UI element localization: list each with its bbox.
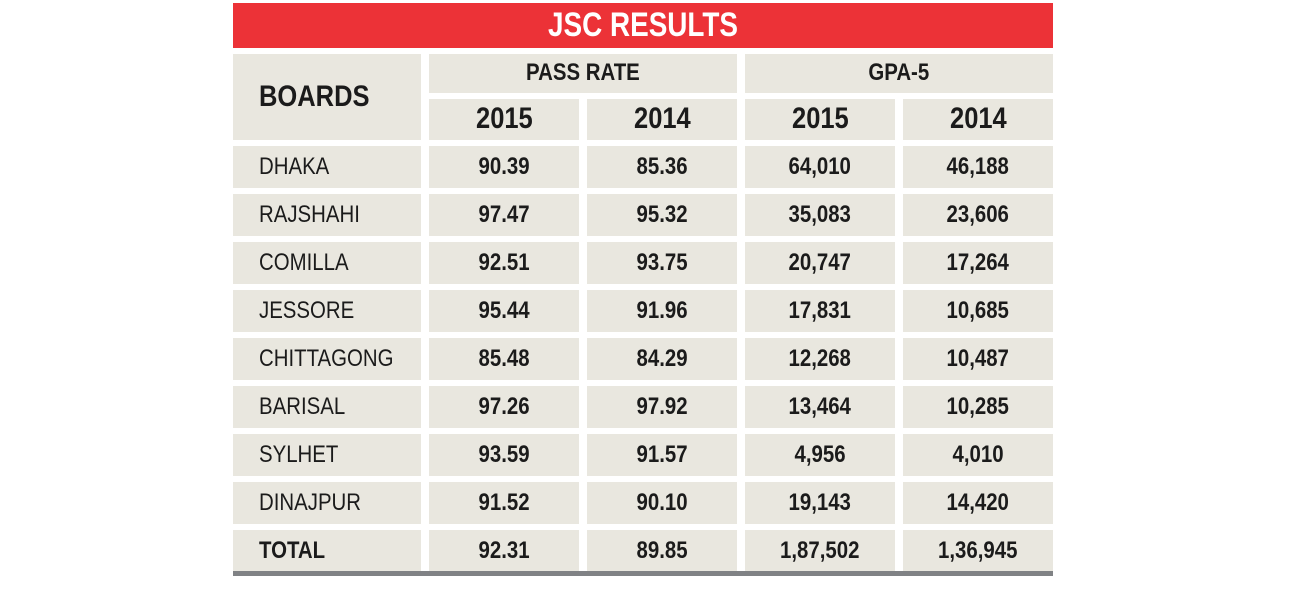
cell-board: COMILLA xyxy=(233,242,421,284)
header-pass-rate: PASS RATE xyxy=(429,54,738,93)
cell-gpa-2014: 10,685 xyxy=(903,290,1054,332)
cell-gpa-2014: 10,487 xyxy=(903,338,1054,380)
table-row: DHAKA 90.39 85.36 64,010 46,188 xyxy=(233,146,1054,188)
cell-pass-2014: 93.75 xyxy=(587,242,738,284)
cell-board-total: TOTAL xyxy=(233,530,421,572)
cell-pass-2014: 97.92 xyxy=(587,386,738,428)
bottom-rule xyxy=(233,571,1053,576)
cell-gpa-2014: 14,420 xyxy=(903,482,1054,524)
table-title: JSC RESULTS xyxy=(547,6,739,44)
cell-board: CHITTAGONG xyxy=(233,338,421,380)
cell-total-pass-2015: 92.31 xyxy=(429,530,579,572)
header-year-gpa-2015: 2015 xyxy=(745,98,896,140)
cell-gpa-2015: 19,143 xyxy=(745,482,896,524)
cell-gpa-2014: 23,606 xyxy=(903,194,1054,236)
cell-pass-2014: 85.36 xyxy=(587,146,738,188)
cell-gpa-2015: 17,831 xyxy=(745,290,896,332)
cell-pass-2014: 84.29 xyxy=(587,338,738,380)
cell-pass-2014: 90.10 xyxy=(587,482,738,524)
header-boards: BOARDS xyxy=(233,54,421,140)
cell-pass-2014: 95.32 xyxy=(587,194,738,236)
cell-pass-2015: 91.52 xyxy=(429,482,579,524)
cell-board: DINAJPUR xyxy=(233,482,421,524)
cell-board: JESSORE xyxy=(233,290,421,332)
cell-pass-2015: 92.51 xyxy=(429,242,579,284)
cell-gpa-2015: 12,268 xyxy=(745,338,896,380)
table-row: SYLHET 93.59 91.57 4,956 4,010 xyxy=(233,434,1054,476)
table-row: JESSORE 95.44 91.96 17,831 10,685 xyxy=(233,290,1054,332)
cell-board: DHAKA xyxy=(233,146,421,188)
cell-pass-2015: 97.26 xyxy=(429,386,579,428)
table-row-total: TOTAL 92.31 89.85 1,87,502 1,36,945 xyxy=(233,530,1054,572)
cell-pass-2015: 95.44 xyxy=(429,290,579,332)
cell-pass-2014: 91.57 xyxy=(587,434,738,476)
cell-gpa-2014: 4,010 xyxy=(903,434,1054,476)
table-row: CHITTAGONG 85.48 84.29 12,268 10,487 xyxy=(233,338,1054,380)
cell-pass-2014: 91.96 xyxy=(587,290,738,332)
cell-gpa-2014: 10,285 xyxy=(903,386,1054,428)
results-table: BOARDS PASS RATE GPA-5 2015 2014 2015 20… xyxy=(225,48,1061,578)
cell-pass-2015: 97.47 xyxy=(429,194,579,236)
cell-board: SYLHET xyxy=(233,434,421,476)
cell-board: RAJSHAHI xyxy=(233,194,421,236)
header-year-gpa-2014: 2014 xyxy=(903,98,1054,140)
title-banner: JSC RESULTS xyxy=(233,3,1053,48)
header-year-pass-2015: 2015 xyxy=(429,98,579,140)
results-table-panel: JSC RESULTS BOARDS PASS RATE GPA-5 xyxy=(233,3,1054,578)
cell-gpa-2015: 64,010 xyxy=(745,146,896,188)
cell-gpa-2015: 20,747 xyxy=(745,242,896,284)
table-row: BARISAL 97.26 97.92 13,464 10,285 xyxy=(233,386,1054,428)
cell-gpa-2015: 13,464 xyxy=(745,386,896,428)
cell-gpa-2014: 46,188 xyxy=(903,146,1054,188)
cell-total-gpa-2015: 1,87,502 xyxy=(745,530,896,572)
cell-total-pass-2014: 89.85 xyxy=(587,530,738,572)
cell-total-gpa-2014: 1,36,945 xyxy=(903,530,1054,572)
cell-pass-2015: 93.59 xyxy=(429,434,579,476)
table-row: DINAJPUR 91.52 90.10 19,143 14,420 xyxy=(233,482,1054,524)
cell-gpa-2015: 35,083 xyxy=(745,194,896,236)
cell-gpa-2015: 4,956 xyxy=(745,434,896,476)
header-year-pass-2014: 2014 xyxy=(587,98,738,140)
cell-board: BARISAL xyxy=(233,386,421,428)
header-gpa-5: GPA-5 xyxy=(745,54,1054,93)
cell-pass-2015: 90.39 xyxy=(429,146,579,188)
table-row: RAJSHAHI 97.47 95.32 35,083 23,606 xyxy=(233,194,1054,236)
cell-gpa-2014: 17,264 xyxy=(903,242,1054,284)
table-row: COMILLA 92.51 93.75 20,747 17,264 xyxy=(233,242,1054,284)
cell-pass-2015: 85.48 xyxy=(429,338,579,380)
